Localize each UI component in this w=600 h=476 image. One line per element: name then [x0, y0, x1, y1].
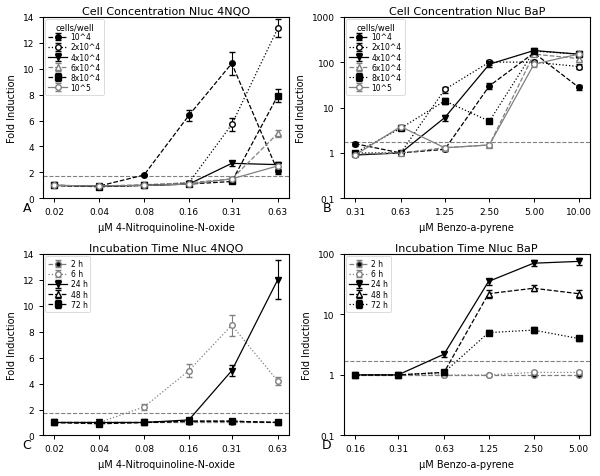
Text: C: C	[22, 438, 31, 451]
Title: Incubation Time Nluc BaP: Incubation Time Nluc BaP	[395, 244, 538, 254]
X-axis label: μM Benzo-a-pyrene: μM Benzo-a-pyrene	[419, 459, 514, 469]
X-axis label: μM Benzo-a-pyrene: μM Benzo-a-pyrene	[419, 222, 514, 232]
Legend: 10^4, 2x10^4, 4x10^4, 6x10^4, 8x10^4, 10^5: 10^4, 2x10^4, 4x10^4, 6x10^4, 8x10^4, 10…	[46, 20, 104, 96]
Y-axis label: Fold Induction: Fold Induction	[7, 311, 17, 379]
X-axis label: μM 4-Nitroquinoline-N-oxide: μM 4-Nitroquinoline-N-oxide	[98, 459, 235, 469]
Y-axis label: Fold Induction: Fold Induction	[296, 74, 306, 143]
X-axis label: μM 4-Nitroquinoline-N-oxide: μM 4-Nitroquinoline-N-oxide	[98, 222, 235, 232]
Text: A: A	[23, 201, 31, 214]
Title: Cell Concentration Nluc BaP: Cell Concentration Nluc BaP	[389, 7, 545, 17]
Legend: 10^4, 2x10^4, 4x10^4, 6x10^4, 8x10^4, 10^5: 10^4, 2x10^4, 4x10^4, 6x10^4, 8x10^4, 10…	[346, 20, 404, 96]
Y-axis label: Fold Induction: Fold Induction	[7, 74, 17, 143]
Text: D: D	[322, 438, 332, 451]
Legend: 2 h, 6 h, 24 h, 48 h, 72 h: 2 h, 6 h, 24 h, 48 h, 72 h	[346, 257, 391, 312]
Text: B: B	[323, 201, 332, 214]
Legend: 2 h, 6 h, 24 h, 48 h, 72 h: 2 h, 6 h, 24 h, 48 h, 72 h	[46, 257, 91, 312]
Y-axis label: Fold Induction: Fold Induction	[302, 311, 312, 379]
Title: Incubation Time Nluc 4NQO: Incubation Time Nluc 4NQO	[89, 244, 243, 254]
Title: Cell Concentration Nluc 4NQO: Cell Concentration Nluc 4NQO	[82, 7, 250, 17]
